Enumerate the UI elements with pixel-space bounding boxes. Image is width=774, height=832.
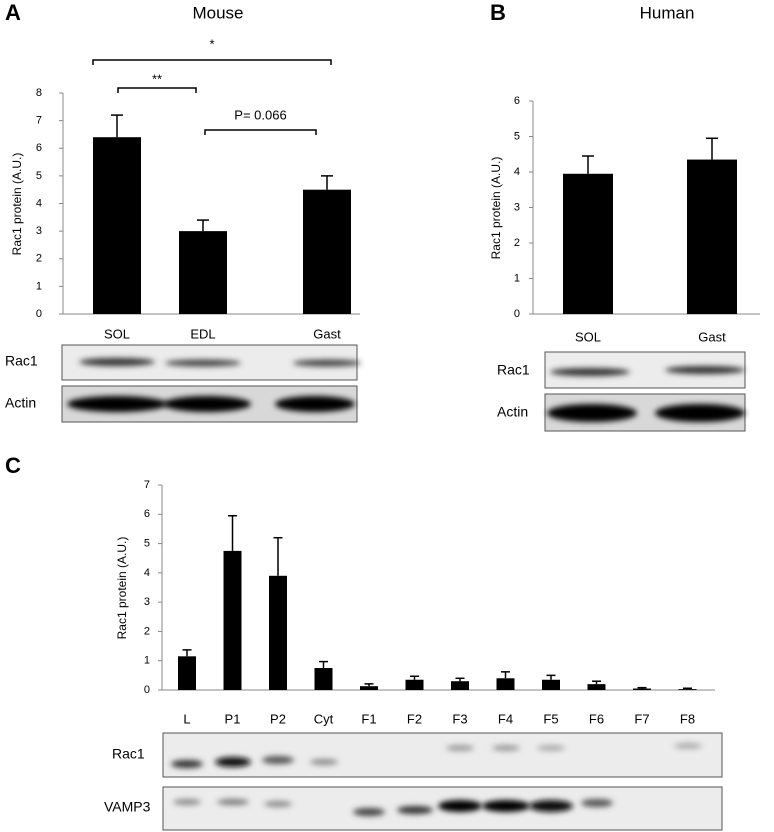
- error-bar: [364, 683, 374, 687]
- blot-label: Rac1: [497, 362, 530, 378]
- error-bar: [592, 680, 601, 685]
- error-bar: [582, 155, 594, 174]
- y-axis-label: Rac1 protein (A.U.): [10, 153, 24, 256]
- bar: [269, 575, 287, 690]
- y-tick-label: 6: [36, 142, 42, 154]
- y-tick-label: 7: [144, 479, 150, 491]
- x-tick-label: F8: [680, 711, 695, 726]
- x-tick-label: SOL: [575, 329, 601, 344]
- x-tick-label: Gast: [698, 329, 726, 344]
- bar: [687, 159, 737, 314]
- x-tick-label: Cyt: [314, 711, 334, 726]
- bar: [451, 681, 469, 690]
- y-tick-label: 0: [514, 308, 520, 320]
- bar: [360, 686, 378, 690]
- y-tick-label: 5: [144, 537, 150, 549]
- y-tick-label: 1: [514, 272, 520, 284]
- y-tick-label: 1: [144, 655, 150, 667]
- blot-b: [544, 351, 746, 432]
- error-bar: [321, 175, 333, 190]
- blot-c: [162, 732, 723, 831]
- bar: [542, 679, 560, 690]
- error-bar: [111, 114, 123, 138]
- x-tick-label: Gast: [313, 326, 341, 341]
- y-axis-label: Rac1 protein (A.U.): [115, 537, 129, 640]
- x-tick-label: F5: [543, 711, 558, 726]
- x-tick-label: EDL: [190, 326, 215, 341]
- y-tick-label: 4: [144, 567, 150, 579]
- y-tick-label: 5: [514, 130, 520, 142]
- bar: [178, 656, 196, 690]
- error-bar: [683, 687, 692, 690]
- bar: [303, 189, 351, 314]
- x-tick-label: P2: [270, 711, 286, 726]
- blot-label: Actin: [497, 404, 528, 420]
- blot-label: Rac1: [5, 353, 38, 369]
- x-tick-label: SOL: [104, 326, 130, 341]
- chart-title: Human: [640, 3, 695, 22]
- y-tick-label: 2: [144, 625, 150, 637]
- significance-bracket: [204, 129, 317, 135]
- blot-label: Rac1: [112, 746, 145, 762]
- blot-label: VAMP3: [104, 799, 151, 815]
- error-bar: [455, 677, 465, 682]
- error-bar: [273, 536, 283, 576]
- x-tick-label: F6: [589, 711, 604, 726]
- panel-letter: A: [5, 0, 21, 25]
- error-bar: [706, 137, 718, 160]
- bar: [93, 137, 141, 314]
- bar: [314, 668, 333, 690]
- bar: [223, 550, 242, 690]
- annotation: **: [152, 71, 162, 86]
- bar: [496, 678, 515, 690]
- y-tick-label: 8: [36, 87, 42, 99]
- error-bar: [637, 686, 647, 689]
- blot-a: [61, 344, 361, 423]
- chart-title: Mouse: [192, 3, 243, 22]
- y-tick-label: 1: [36, 280, 42, 292]
- x-tick-label: L: [183, 711, 190, 726]
- significance-bracket: [117, 87, 197, 93]
- bar: [563, 173, 613, 314]
- panel-letter: C: [5, 453, 21, 478]
- x-tick-label: F2: [407, 711, 422, 726]
- error-bar: [546, 674, 556, 680]
- y-tick-label: 2: [514, 237, 520, 249]
- error-bar: [319, 660, 328, 669]
- y-tick-label: 6: [514, 95, 520, 107]
- y-tick-label: 0: [144, 684, 150, 696]
- y-tick-label: 3: [36, 225, 42, 237]
- y-tick-label: 2: [36, 253, 42, 265]
- y-tick-label: 7: [36, 115, 42, 127]
- error-bar: [182, 649, 192, 657]
- y-tick-label: 4: [514, 166, 520, 178]
- bar: [405, 679, 424, 690]
- significance-bracket: [92, 59, 332, 65]
- error-bar: [410, 675, 419, 680]
- error-bar: [228, 515, 237, 551]
- bar: [587, 684, 606, 690]
- bar: [179, 231, 227, 314]
- x-tick-label: F3: [452, 711, 467, 726]
- error-bar: [197, 219, 209, 232]
- y-tick-label: 6: [144, 508, 150, 520]
- annotation: P= 0.066: [234, 107, 286, 122]
- bar: [678, 689, 697, 690]
- x-tick-label: F4: [498, 711, 513, 726]
- y-axis-label: Rac1 protein (A.U.): [489, 157, 503, 260]
- y-tick-label: 3: [514, 201, 520, 213]
- y-tick-label: 3: [144, 596, 150, 608]
- error-bar: [501, 671, 510, 679]
- annotation: *: [209, 36, 214, 51]
- y-tick-label: 0: [36, 308, 42, 320]
- blot-label: Actin: [5, 395, 36, 411]
- x-tick-label: F1: [361, 711, 376, 726]
- x-tick-label: P1: [225, 711, 241, 726]
- x-tick-label: F7: [634, 711, 649, 726]
- y-tick-label: 5: [36, 170, 42, 182]
- y-tick-label: 4: [36, 197, 42, 209]
- bar: [633, 688, 651, 690]
- panel-letter: B: [490, 0, 506, 25]
